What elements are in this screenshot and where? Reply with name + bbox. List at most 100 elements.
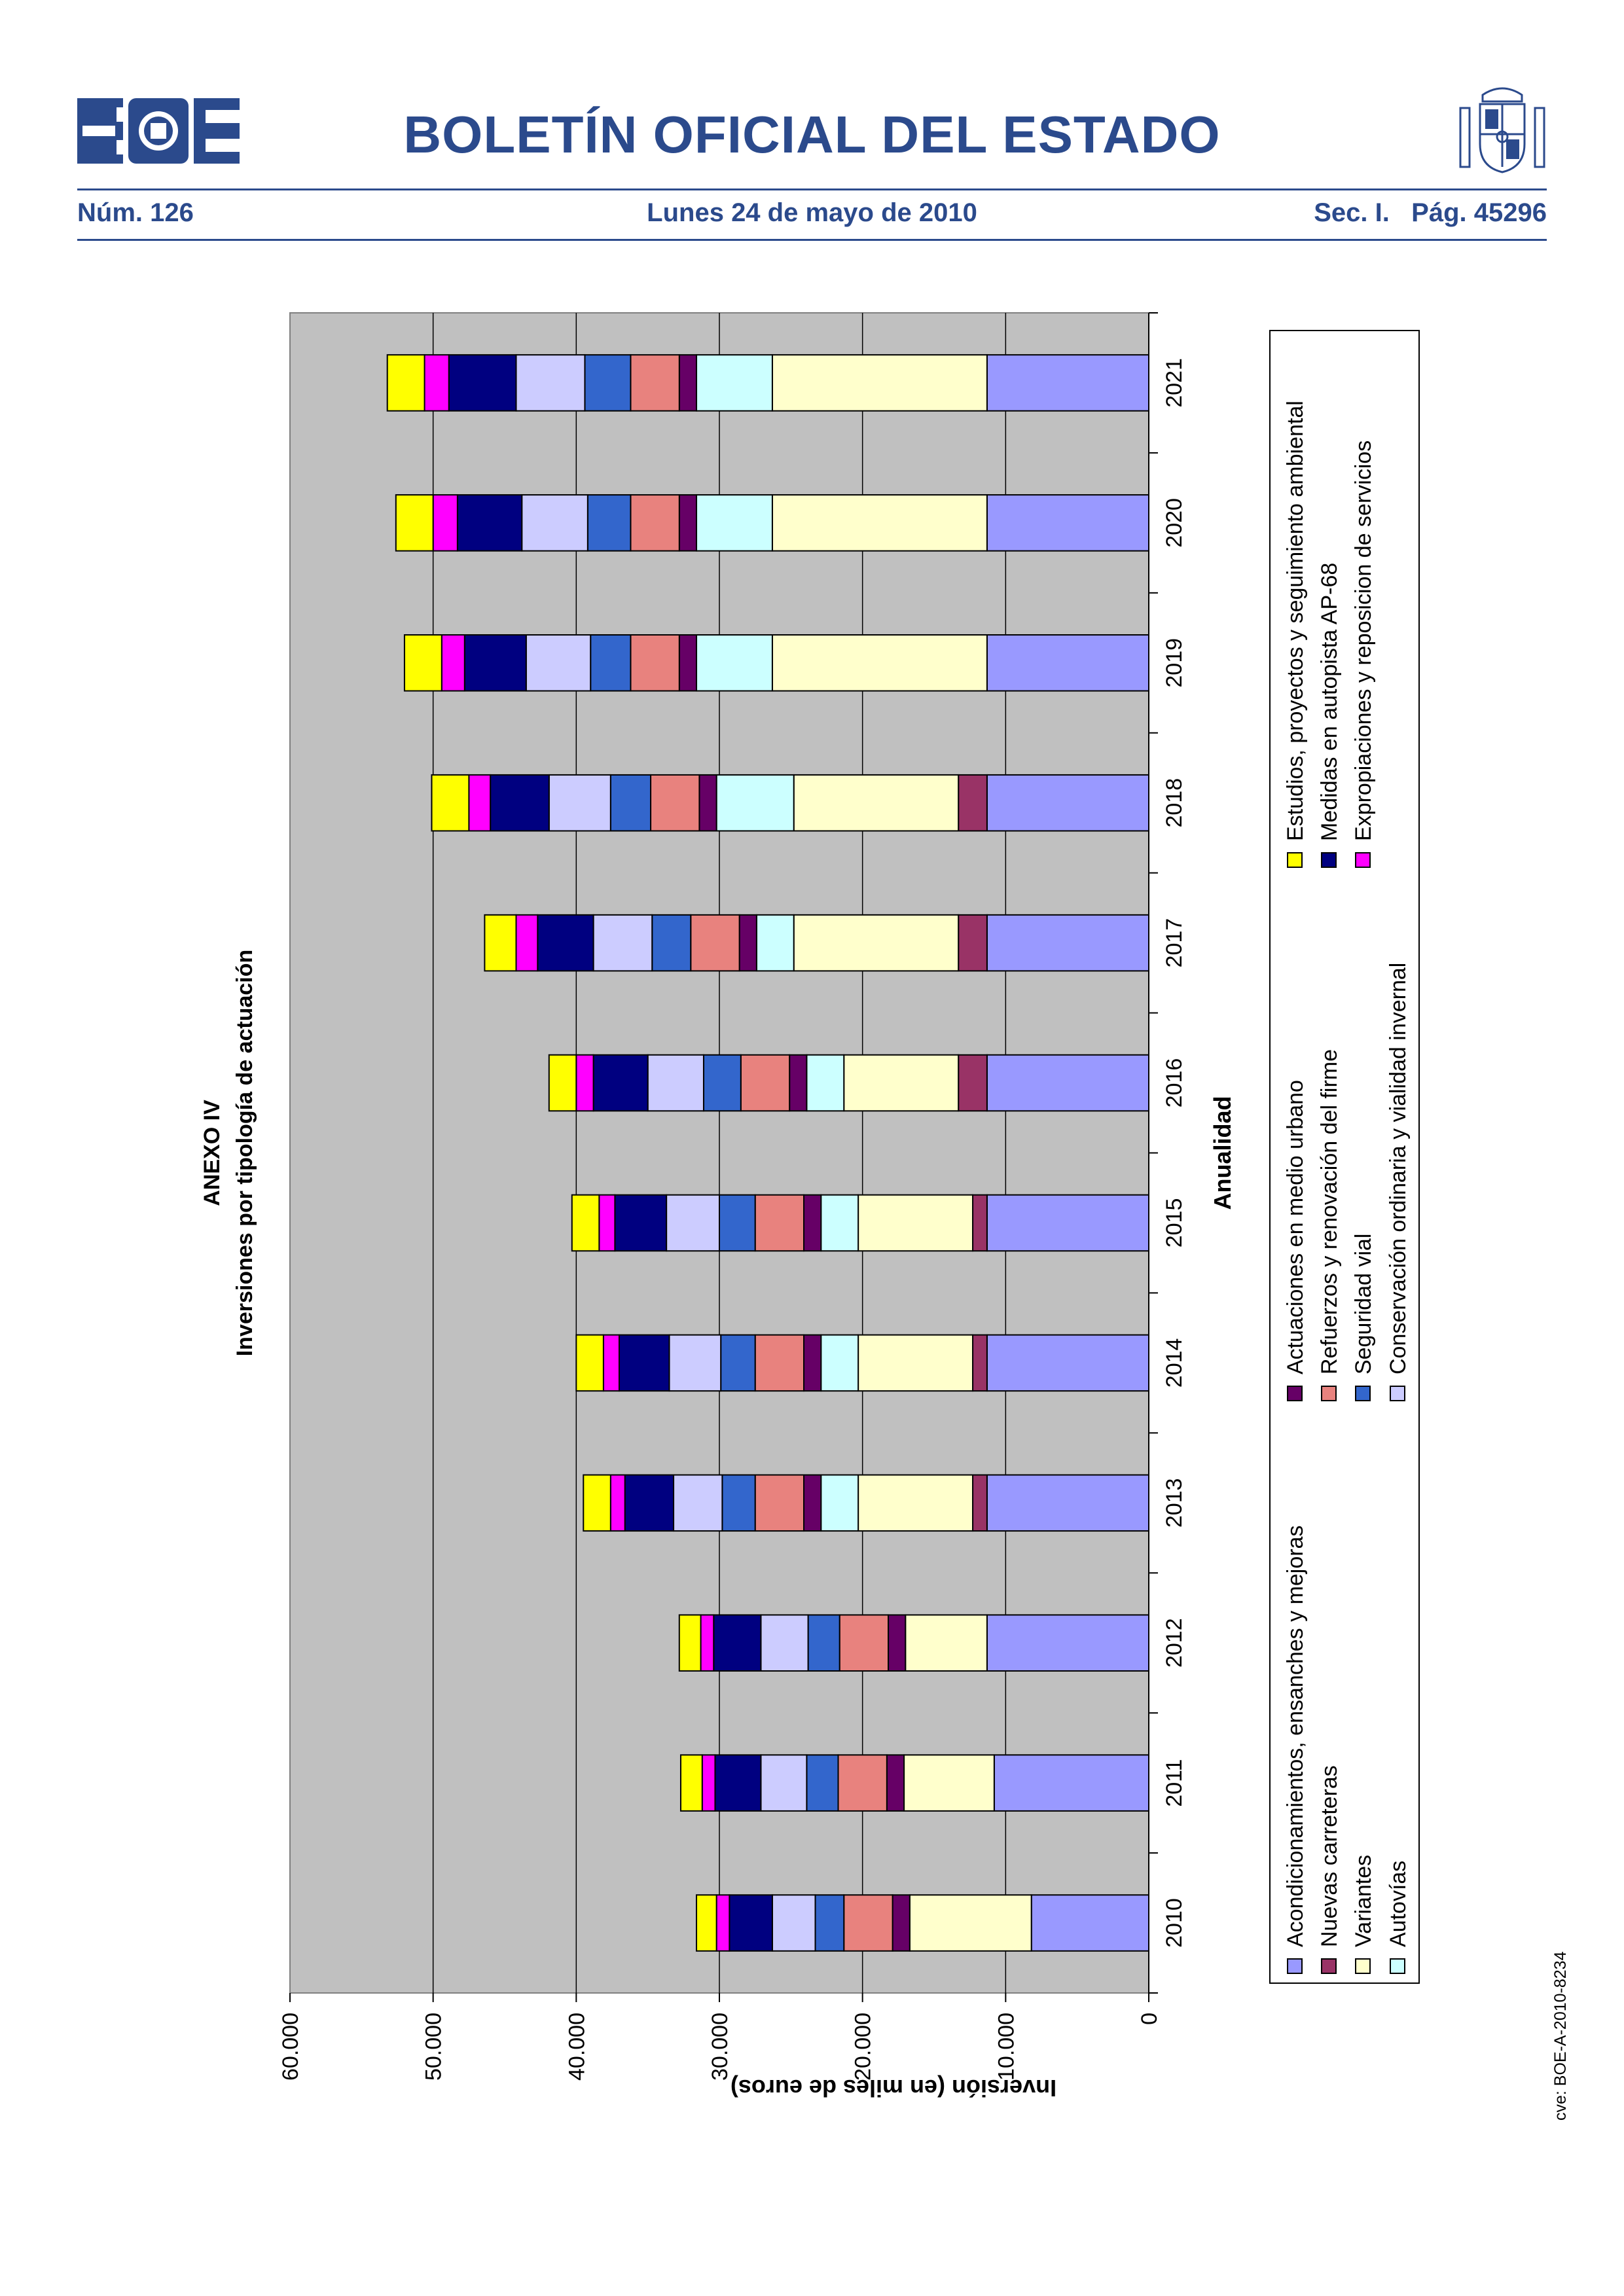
category-label: 2020 [1162, 498, 1187, 548]
bar-segment [609, 1474, 626, 1532]
issue-date: Lunes 24 de mayo de 2010 [647, 198, 977, 227]
category-label: 2018 [1162, 778, 1187, 828]
bar-segment [624, 1474, 675, 1532]
boe-logo [77, 98, 240, 164]
bar-segment [592, 914, 653, 972]
bar-segment [386, 354, 425, 412]
bar-segment [650, 774, 700, 832]
chart-title: ANEXO IV [200, 1100, 225, 1206]
bar-segment [843, 1894, 893, 1952]
bar-segment [678, 494, 698, 552]
bar-segment [618, 1334, 670, 1392]
bar-segment [892, 1894, 911, 1952]
bar-segment [696, 634, 773, 692]
bar-segment [803, 1194, 822, 1252]
legend-swatch [1355, 852, 1371, 868]
bar-segment [484, 914, 517, 972]
bar-segment [448, 354, 517, 412]
bar-segment [590, 634, 632, 692]
bar-segment [431, 774, 470, 832]
bar-segment [803, 1334, 822, 1392]
legend-label: Nuevas carreteras [1317, 1765, 1342, 1947]
bar-segment [548, 774, 611, 832]
legend-swatch [1287, 1958, 1303, 1974]
bar-segment [713, 1614, 762, 1672]
bar-segment [630, 354, 680, 412]
value-tick-label: 10.000 [994, 2013, 1019, 2081]
bar-segment [820, 1334, 859, 1392]
legend-label: Autovías [1386, 1861, 1411, 1947]
bar-segment [515, 914, 539, 972]
category-label: 2021 [1162, 358, 1187, 408]
bar-segment [857, 1194, 974, 1252]
bar-segment [668, 1334, 722, 1392]
bar-segment [771, 1894, 816, 1952]
bar-segment [986, 1474, 1149, 1532]
bar-segment [909, 1894, 1032, 1952]
bar-segment [729, 1894, 773, 1952]
bar-segment [490, 774, 550, 832]
legend-swatch [1355, 1386, 1371, 1401]
category-label: 2010 [1162, 1898, 1187, 1948]
bar-segment [806, 1054, 845, 1112]
bar-segment [571, 1194, 600, 1252]
legend-label: Seguridad vial [1351, 1234, 1376, 1374]
footer-cve: cve: BOE-A-2010-8234 [1551, 1951, 1570, 2121]
bar-segment [720, 1334, 756, 1392]
bar-segment [820, 1194, 859, 1252]
bar-segment [771, 634, 988, 692]
legend-label: Actuaciones en medio urbano [1283, 1080, 1308, 1374]
bar-segment [986, 354, 1149, 412]
category-label: 2014 [1162, 1338, 1187, 1388]
bar-segment [760, 1614, 809, 1672]
chart-subtitle: Inversiones por tipología de actuación [232, 950, 257, 1357]
bar-segment [986, 1614, 1149, 1672]
category-label: 2011 [1162, 1759, 1187, 1807]
bar-segment [598, 1194, 616, 1252]
bar-segment [986, 774, 1149, 832]
bar-segment [807, 1614, 840, 1672]
bar-segment [793, 914, 960, 972]
bar-segment [592, 1054, 649, 1112]
bar-segment [986, 1194, 1149, 1252]
category-label: 2016 [1162, 1058, 1187, 1108]
legend-swatch [1321, 1386, 1337, 1401]
value-tick-label: 0 [1137, 2013, 1162, 2025]
header-rule-bottom [77, 239, 1547, 241]
legend-swatch [1390, 1958, 1405, 1974]
bar-segment [806, 1754, 839, 1812]
bar-segment [647, 1054, 704, 1112]
bar-segment [673, 1474, 723, 1532]
bar-segment [575, 1054, 594, 1112]
y-axis-title: Inversión (en miles de euros) [731, 2075, 1056, 2102]
bar-segment [754, 1474, 805, 1532]
bar-segment [986, 634, 1149, 692]
bar-segment [771, 354, 988, 412]
bar-segment [839, 1614, 890, 1672]
bar-segment [463, 634, 527, 692]
bar-segment [690, 914, 740, 972]
bar-segment [903, 1754, 995, 1812]
bar-segment [760, 1754, 808, 1812]
legend-label: Medidas en autopista AP-68 [1317, 563, 1342, 841]
coat-of-arms-icon [1459, 87, 1545, 173]
bar-segment [698, 774, 717, 832]
value-tick-label: 50.000 [422, 2013, 446, 2081]
bar-segment [630, 494, 680, 552]
bar-segment [719, 1194, 756, 1252]
bar-segment [905, 1614, 988, 1672]
bar-segment [432, 494, 458, 552]
bar-segment [441, 634, 465, 692]
bar-segment [715, 774, 795, 832]
bar-segment [666, 1194, 720, 1252]
legend-label: Refuerzos y renovación del firme [1317, 1049, 1342, 1374]
bar-segment [584, 354, 632, 412]
value-tick-label: 40.000 [564, 2013, 589, 2081]
legend-swatch [1321, 1958, 1337, 1974]
bar-segment [843, 1054, 960, 1112]
legend-label: Expropiaciones y reposicion de servicios [1351, 440, 1376, 841]
category-label: 2015 [1162, 1198, 1187, 1248]
category-label: 2012 [1162, 1618, 1187, 1668]
bar-segment [700, 1614, 715, 1672]
legend-label: Acondicionamientos, ensanches y mejoras [1283, 1526, 1308, 1947]
